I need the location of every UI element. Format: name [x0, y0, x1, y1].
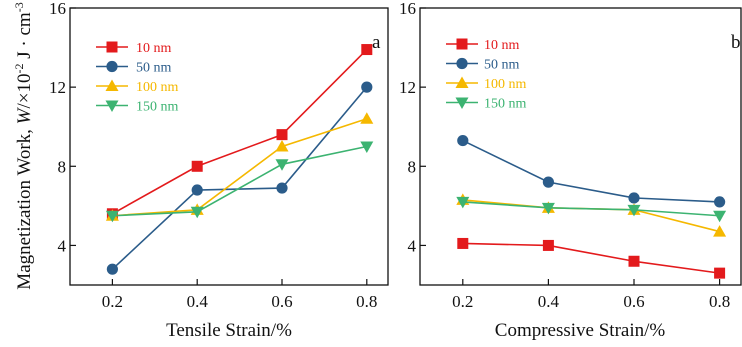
data-point-a-0: [191, 160, 203, 172]
y-tick-label-a: 8: [58, 157, 67, 176]
y-tick-label-b: 4: [408, 236, 417, 255]
data-point-a-1: [191, 184, 203, 196]
legend-swatch-marker-b-2: [455, 76, 469, 88]
legend-entry-a-2: 100 nm: [136, 80, 179, 95]
plot-frame-a: [69, 7, 389, 286]
legend-swatch-marker-a-1: [106, 60, 118, 73]
data-point-b-0: [628, 255, 640, 267]
data-point-a-1: [276, 182, 288, 194]
data-point-a-3: [190, 206, 204, 219]
data-point-b-1: [542, 176, 555, 188]
x-tick-label-b: 0.8: [709, 292, 730, 311]
y-tick-label-a: 16: [49, 0, 66, 18]
legend-entry-b-0: 10 nm: [484, 38, 520, 53]
plot-frame-b: [419, 7, 742, 286]
panel-b: 0.2 0.4 0.6 0.8 4 8 12 16 10 nm 50 nm 100 nm 150 nm…: [399, 0, 742, 341]
legend-entry-a-1: 50 nm: [136, 61, 172, 76]
data-point-b-3: [456, 196, 470, 209]
series-line-b-0: [462, 242, 720, 274]
y-axis-label-multiplier: /×10: [14, 73, 35, 108]
data-point-b-0: [714, 267, 726, 279]
x-axis-label-b: Compressive Strain/%: [495, 320, 666, 341]
legend-swatch-marker-a-2: [105, 79, 119, 91]
data-point-a-1: [106, 263, 118, 275]
data-point-a-3: [105, 210, 119, 223]
y-axis-label-unit: J · cm: [14, 12, 35, 63]
data-point-b-0: [457, 237, 469, 249]
x-axis-label-a: Tensile Strain/%: [166, 320, 292, 341]
x-tick-label-b: 0.2: [452, 292, 473, 311]
data-point-a-0: [361, 44, 373, 56]
x-tick-label-a: 0.4: [187, 292, 209, 311]
data-point-a-2: [360, 112, 374, 124]
data-point-a-2: [275, 140, 289, 152]
y-axis-label-prefix: Magnetization Work,: [14, 124, 35, 289]
series-line-a-3: [112, 145, 367, 217]
x-tick-label-b: 0.4: [538, 292, 560, 311]
legend-swatch-marker-b-0: [456, 38, 468, 50]
data-point-b-3: [627, 204, 641, 217]
data-point-b-1: [714, 196, 726, 208]
data-point-b-0: [542, 239, 554, 251]
legend-entry-a-3: 150 nm: [136, 100, 179, 115]
y-axis-label: Magnetization Work, W/×10-2 J · cm-3: [12, 2, 35, 289]
y-tick-label-a: 12: [49, 78, 66, 97]
y-tick-label-b: 12: [399, 78, 416, 97]
y-tick-label-a: 4: [58, 236, 67, 255]
legend-swatch-marker-b-1: [456, 57, 468, 70]
legend-entry-b-2: 100 nm: [484, 77, 527, 92]
plot-area-b: 0.2 0.4 0.6 0.8 4 8 12 16 10 nm 50 nm 100 nm 150 nm: [399, 0, 730, 311]
legend-swatch-marker-a-0: [106, 41, 118, 53]
data-point-a-3: [275, 159, 289, 171]
data-point-b-1: [628, 192, 640, 204]
x-tick-label-a: 0.6: [271, 292, 292, 311]
data-point-a-1: [361, 81, 373, 93]
plot-area-a: 0.2 0.4 0.6 0.8 4 8 12 16 10 nm 50 nm 100 nm 150 nm: [49, 0, 377, 311]
data-point-b-2: [713, 225, 727, 237]
panel-label-a: a: [372, 32, 381, 53]
legend-entry-b-3: 150 nm: [484, 97, 527, 112]
data-point-a-0: [276, 129, 288, 141]
y-tick-label-b: 8: [408, 157, 417, 176]
data-point-b-3: [541, 202, 555, 215]
x-tick-label-a: 0.8: [356, 292, 377, 311]
legend-swatch-marker-b-3: [455, 97, 469, 109]
x-tick-label-a: 0.2: [102, 292, 123, 311]
series-line-b-3: [462, 201, 720, 217]
legend-swatch-marker-a-3: [105, 100, 119, 112]
x-tick-label-b: 0.6: [623, 292, 644, 311]
data-point-b-1: [457, 134, 469, 147]
legend-entry-b-1: 50 nm: [484, 58, 520, 73]
series-line-b-1: [462, 139, 720, 203]
legend-entry-a-0: 10 nm: [136, 41, 172, 56]
y-tick-label-b: 16: [399, 0, 416, 18]
y-axis-label-symbol: W: [14, 106, 35, 124]
y-axis-label-exponent: -2: [12, 63, 26, 73]
series-line-a-1: [111, 86, 368, 270]
panel-label-b: b: [731, 32, 741, 53]
panel-a: 0.2 0.4 0.6 0.8 4 8 12 16 10 nm 50 nm 100 nm 150 nm…: [12, 0, 389, 341]
series-line-a-0: [112, 48, 368, 215]
data-point-a-3: [360, 141, 374, 153]
series-line-a-2: [112, 118, 368, 217]
y-axis-label-unit-exponent: -3: [12, 2, 26, 12]
data-point-b-3: [713, 210, 727, 223]
